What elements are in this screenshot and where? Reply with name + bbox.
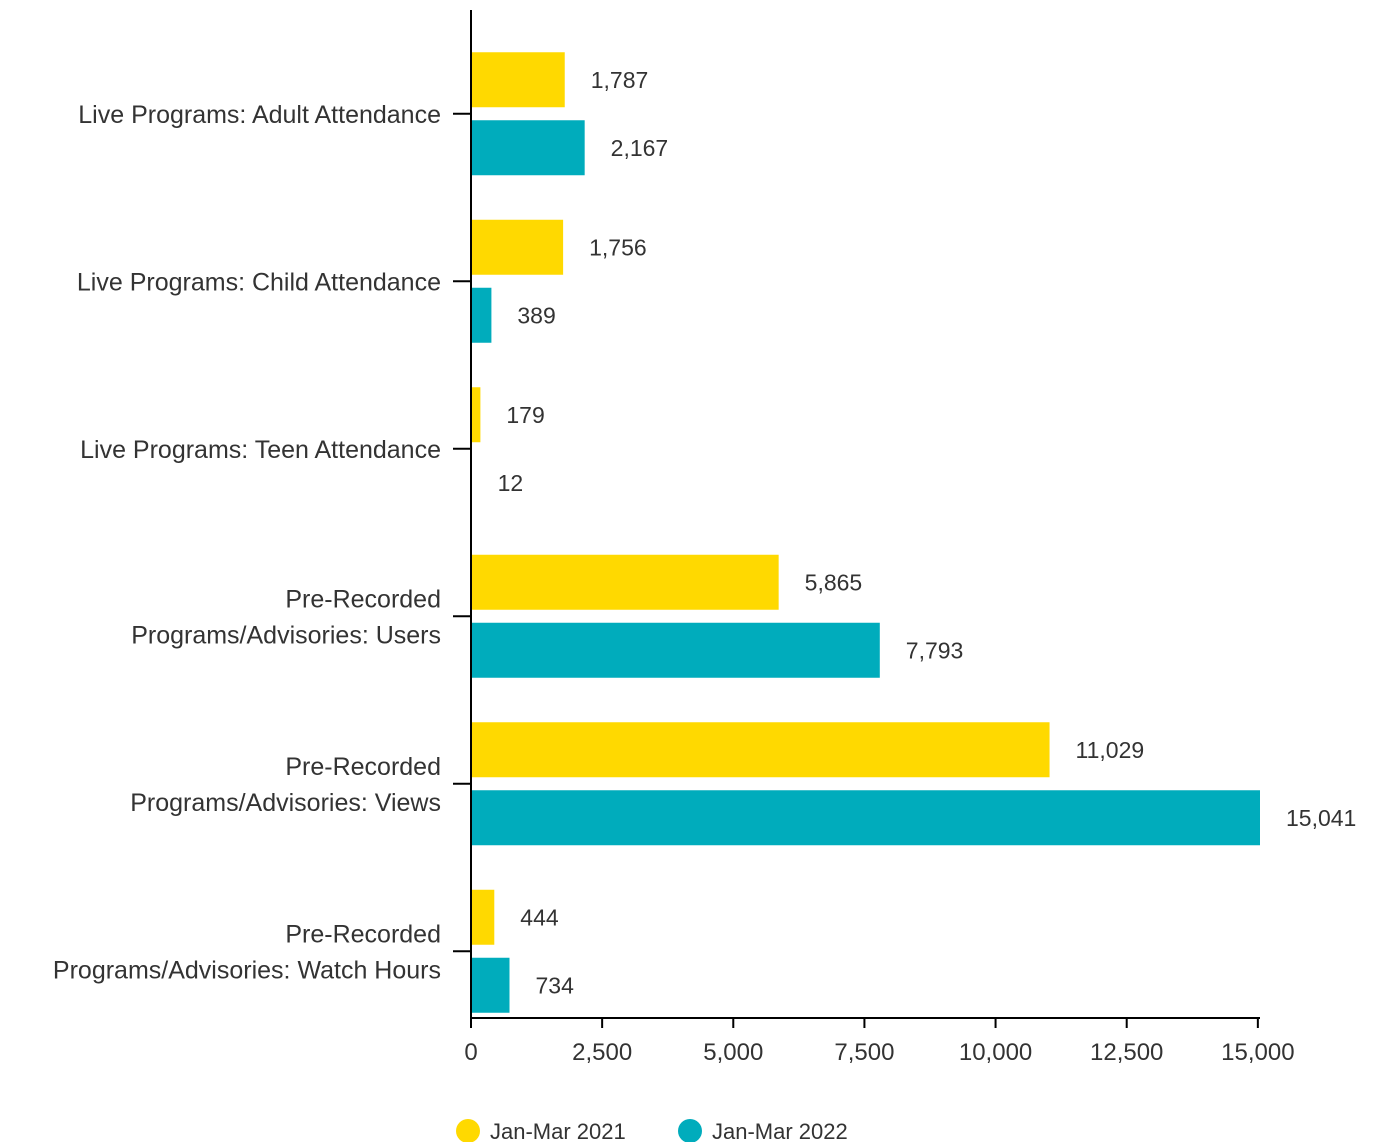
bar-series-2-cat-1 [471, 120, 585, 176]
x-tick-label: 15,000 [1221, 1039, 1294, 1066]
bar-series-2-cat-6 [471, 957, 510, 1013]
category-label: Pre-Recorded [285, 753, 441, 781]
legend-label: Jan-Mar 2022 [712, 1119, 848, 1142]
legend: Jan-Mar 2021 Jan-Mar 2022 [456, 1119, 848, 1142]
bar-series-1-cat-6 [471, 889, 495, 945]
value-labels-group: 1,787 2,167 1,756 389 179 12 5,865 7,793 11,029 1… [498, 67, 1357, 999]
x-axis: 0 2,500 5,000 7,500 10,000 12,500 15,000 [464, 1017, 1295, 1066]
x-tick-label: 2,500 [572, 1039, 632, 1066]
category-label: Pre-Recorded [285, 585, 441, 613]
x-tick-label: 7,500 [834, 1039, 894, 1066]
bar-series-1-cat-1 [471, 52, 565, 108]
category-label: Live Programs: Adult Attendance [78, 101, 441, 129]
value-label: 179 [506, 402, 544, 428]
value-label: 5,865 [805, 569, 863, 595]
bar-series-1-cat-5 [471, 722, 1050, 778]
value-label: 7,793 [906, 637, 964, 663]
category-label: Pre-Recorded [285, 920, 441, 948]
category-label: Live Programs: Child Attendance [77, 268, 441, 296]
legend-marker [678, 1119, 702, 1142]
bar-series-2-cat-4 [471, 622, 880, 678]
value-label: 1,756 [589, 234, 647, 260]
category-label: Live Programs: Teen Attendance [80, 436, 441, 464]
legend-marker [456, 1119, 480, 1142]
category-label: Programs/Advisories: Views [130, 789, 441, 817]
value-label: 15,041 [1286, 805, 1356, 831]
x-tick-label: 0 [464, 1039, 477, 1066]
bar-series-2-cat-2 [471, 287, 492, 343]
bars-group [471, 52, 1260, 1013]
category-label: Programs/Advisories: Users [131, 621, 441, 649]
bar-series-1-cat-2 [471, 219, 564, 275]
bar-series-1-cat-4 [471, 554, 779, 610]
value-label: 12 [498, 470, 524, 496]
value-label: 389 [517, 302, 555, 328]
value-label: 444 [520, 904, 559, 930]
x-tick-label: 12,500 [1090, 1039, 1163, 1066]
x-tick-label: 10,000 [959, 1039, 1032, 1066]
bar-series-2-cat-5 [471, 790, 1260, 846]
y-axis: Live Programs: Adult Attendance Live Prog… [53, 10, 472, 1018]
value-label: 734 [536, 972, 575, 998]
x-tick-label: 5,000 [703, 1039, 763, 1066]
value-label: 11,029 [1076, 737, 1145, 763]
value-label: 2,167 [611, 135, 669, 161]
legend-label: Jan-Mar 2021 [490, 1119, 626, 1142]
category-label: Programs/Advisories: Watch Hours [53, 956, 441, 984]
value-label: 1,787 [591, 67, 649, 93]
bar-series-1-cat-3 [471, 387, 481, 443]
